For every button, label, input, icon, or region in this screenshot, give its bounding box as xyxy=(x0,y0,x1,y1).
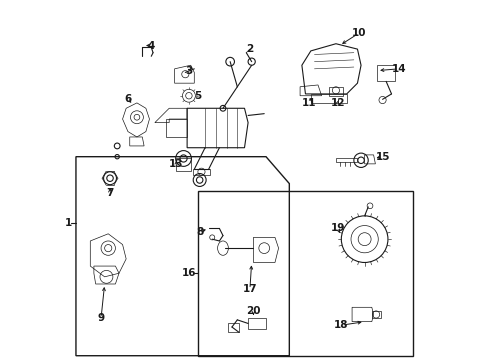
Text: 3: 3 xyxy=(185,66,192,76)
Text: 12: 12 xyxy=(330,98,344,108)
Bar xyxy=(176,158,190,171)
Text: 4: 4 xyxy=(147,41,155,50)
Bar xyxy=(247,318,265,329)
Text: 10: 10 xyxy=(351,28,366,38)
Text: 5: 5 xyxy=(194,91,201,101)
Text: 14: 14 xyxy=(390,64,405,74)
Text: 19: 19 xyxy=(330,224,344,233)
Text: 9: 9 xyxy=(97,313,104,323)
Text: 16: 16 xyxy=(182,268,196,278)
Text: 8: 8 xyxy=(196,227,203,237)
Bar xyxy=(198,191,412,356)
Text: 20: 20 xyxy=(246,306,260,316)
Bar xyxy=(376,65,394,81)
Text: 2: 2 xyxy=(246,44,253,54)
Text: 1: 1 xyxy=(64,218,72,228)
Bar xyxy=(228,323,239,332)
Text: 13: 13 xyxy=(169,159,183,169)
Text: 18: 18 xyxy=(333,320,348,330)
Text: 7: 7 xyxy=(106,188,114,198)
Text: 11: 11 xyxy=(301,98,316,108)
Text: 17: 17 xyxy=(242,284,257,294)
Text: 15: 15 xyxy=(375,152,389,162)
Bar xyxy=(371,311,380,318)
Text: 6: 6 xyxy=(124,94,131,104)
